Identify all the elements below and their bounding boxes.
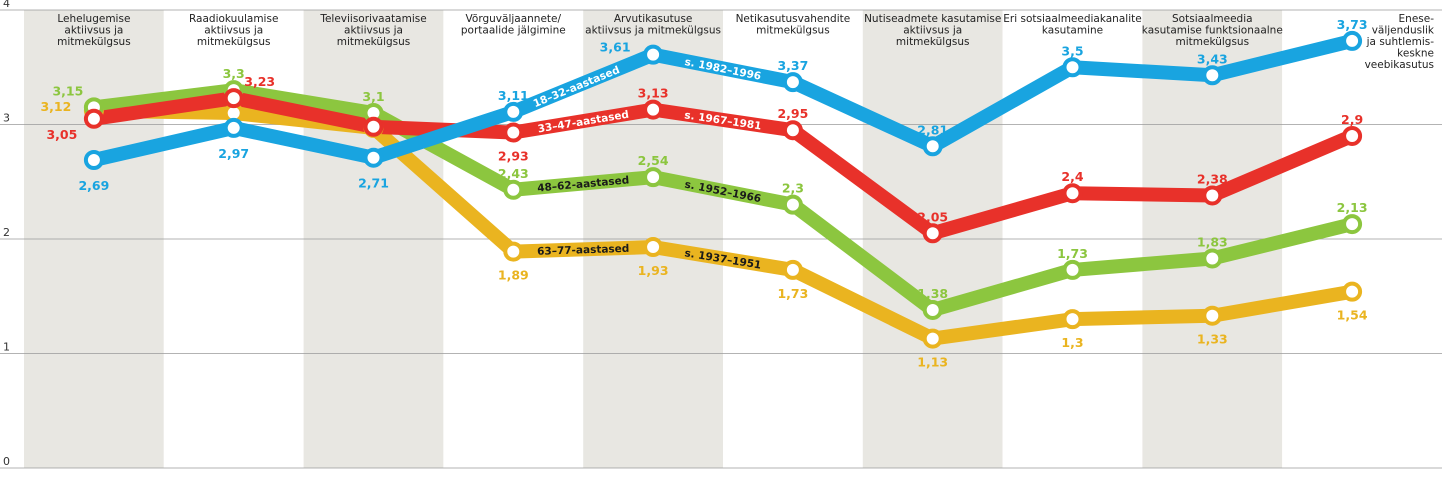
data-label: 1,89 [498,268,529,283]
data-point [643,167,664,188]
data-label: 3,15 [52,83,83,98]
data-point [1062,309,1083,330]
data-label: 2,54 [638,153,669,168]
data-label: 3,43 [1197,51,1228,66]
data-label: 2,95 [777,106,808,121]
data-point [1202,248,1223,269]
y-tick-label: 4 [3,0,10,10]
data-point [1202,185,1223,206]
data-label: 1,3 [1061,335,1083,350]
y-tick-label: 1 [3,341,10,354]
category-label: Televiisorivaatamise aktiivsus ja mitmekül… [319,13,426,48]
data-label: 1,13 [917,355,948,370]
data-point [1342,214,1363,235]
data-point [782,259,803,280]
data-point [503,122,524,143]
data-label: 3,11 [498,88,529,103]
data-point [922,223,943,244]
data-point [1342,125,1363,146]
data-point [1062,259,1083,280]
data-label: 2,4 [1061,169,1083,184]
series-line-63-77 [86,103,1360,346]
data-label: 2,43 [498,166,529,181]
category-label: Lehelugemise aktiivsus ja mitmekülgsus [57,13,131,48]
data-label: 3,73 [1337,17,1368,32]
data-label: 2,97 [218,146,249,161]
data-point [782,120,803,141]
category-label: Netikasutusvahendite mitmekülgsus [736,13,851,37]
data-label: 2,81 [917,122,948,137]
data-label: 3,61 [600,40,631,55]
data-point [643,44,664,65]
series-line-33-47 [86,91,1360,241]
data-point [83,108,104,129]
data-point [223,88,244,109]
data-label: 3,12 [40,99,71,114]
data-label: 1,38 [917,286,948,301]
data-label: 1,54 [1337,308,1368,323]
category-label: Eri sotsiaalmeediakanalite kasutamine [1003,13,1141,37]
data-point [1202,305,1223,326]
y-tick-label: 2 [3,226,10,239]
data-point [1062,183,1083,204]
category-label: Võrguväljaannete/portaalide jälgimine [461,13,566,37]
category-label: Nutiseadmete kasutamise aktiivsus ja mitme… [864,13,1001,48]
data-point [922,136,943,157]
category-label: Raadiokuulamise aktiivsus ja mitmekülgsus [189,13,278,48]
data-point [363,116,384,137]
series-line-48-62 [86,83,1360,317]
data-label: 2,93 [498,149,529,164]
data-point [1342,281,1363,302]
data-point [782,194,803,215]
data-point [503,101,524,122]
y-tick-label: 3 [3,112,10,125]
series-line-18-32 [86,33,1360,167]
data-label: 2,38 [1197,171,1228,186]
data-label: 2,05 [917,209,948,224]
data-label: 3,13 [638,86,669,101]
data-point [922,328,943,349]
data-point [503,179,524,200]
data-label: 3,23 [244,74,275,89]
data-label: 3,1 [362,89,384,104]
data-point [363,147,384,168]
data-label: 2,3 [782,181,804,196]
data-point [643,237,664,258]
data-label: 2,69 [78,178,109,193]
series-name-label: 63–77-aastased [537,243,630,258]
data-label: 3,37 [777,58,808,73]
data-point [1202,65,1223,86]
data-label: 2,71 [358,176,389,191]
category-label: Sotsiaalmeedia kasutamise funktsionaalne m… [1142,13,1283,48]
data-point [1342,30,1363,51]
data-label: 3,3 [223,66,245,81]
data-point [782,72,803,93]
data-label: 1,73 [1057,246,1088,261]
data-point [503,241,524,262]
y-tick-label: 0 [3,455,10,468]
data-point [223,117,244,138]
data-label: 1,93 [638,263,669,278]
data-point [922,299,943,320]
data-point [643,99,664,120]
data-label: 1,73 [777,286,808,301]
data-label: 2,13 [1337,200,1368,215]
category-label: Enese-väljenduslik ja suhtlemis-keskne vee… [1365,13,1435,71]
category-label: Arvutikasutuse aktiivsus ja mitmekülgsus [585,13,721,37]
data-point [83,149,104,170]
data-label: 2,9 [1341,112,1363,127]
data-label: 3,5 [1061,43,1083,58]
data-label: 1,83 [1197,234,1228,249]
data-label: 3,05 [46,127,77,142]
data-label: 1,33 [1197,332,1228,347]
data-point [1062,57,1083,78]
